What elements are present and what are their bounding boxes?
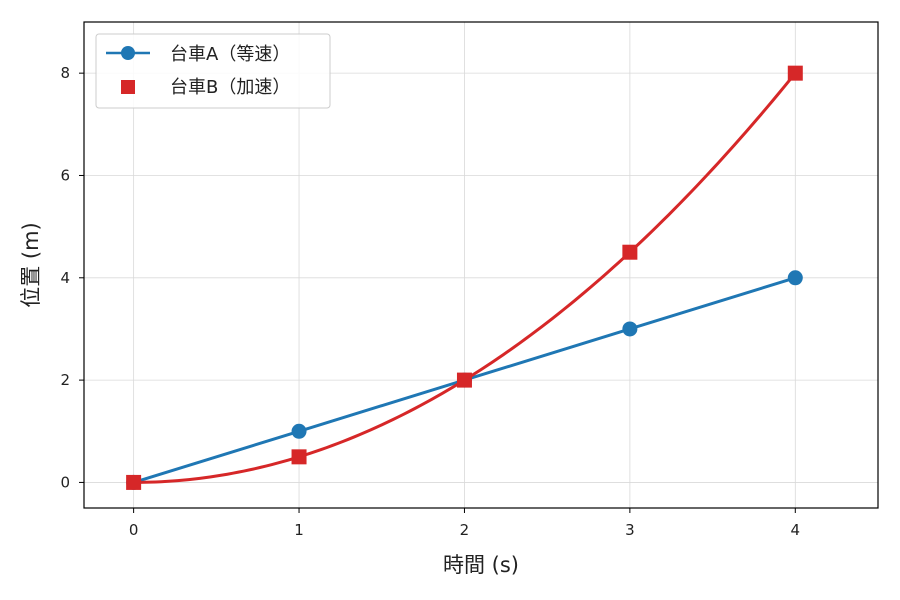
grid — [84, 22, 878, 508]
series-b-point — [787, 65, 803, 81]
series-a-point — [291, 423, 307, 439]
legend-marker-series-a — [121, 46, 135, 60]
series-b-point — [622, 244, 638, 260]
axes-frame — [83, 21, 879, 509]
series-b-point — [126, 474, 142, 490]
series-a-point — [787, 270, 803, 286]
legend: 台車A（等速） 台車B（加速） — [95, 33, 331, 109]
series-a-point — [622, 321, 638, 337]
x-tick-label: 4 — [791, 521, 801, 539]
x-tick-label: 0 — [129, 521, 139, 539]
legend-label-series-b: 台車B（加速） — [170, 77, 290, 98]
series-b-point — [291, 449, 307, 465]
x-tick-label: 1 — [294, 521, 304, 539]
y-axis-ticks: 0 2 4 6 8 — [60, 64, 84, 491]
y-tick-label: 4 — [60, 269, 70, 287]
plot-area — [126, 65, 803, 490]
y-tick-label: 0 — [60, 473, 70, 491]
y-axis-title: 位置 (m) — [19, 222, 43, 308]
legend-box — [95, 33, 331, 109]
x-tick-label: 3 — [625, 521, 635, 539]
y-tick-label: 6 — [60, 166, 70, 184]
y-tick-label: 8 — [60, 64, 70, 82]
legend-label-series-a: 台車A（等速） — [170, 44, 290, 65]
y-tick-label: 2 — [60, 371, 70, 389]
legend-marker-series-b — [121, 80, 135, 94]
x-tick-label: 2 — [460, 521, 470, 539]
x-axis-ticks: 0 1 2 3 4 — [129, 508, 800, 539]
series-b-point — [456, 372, 472, 388]
x-axis-title: 時間 (s) — [443, 553, 519, 577]
